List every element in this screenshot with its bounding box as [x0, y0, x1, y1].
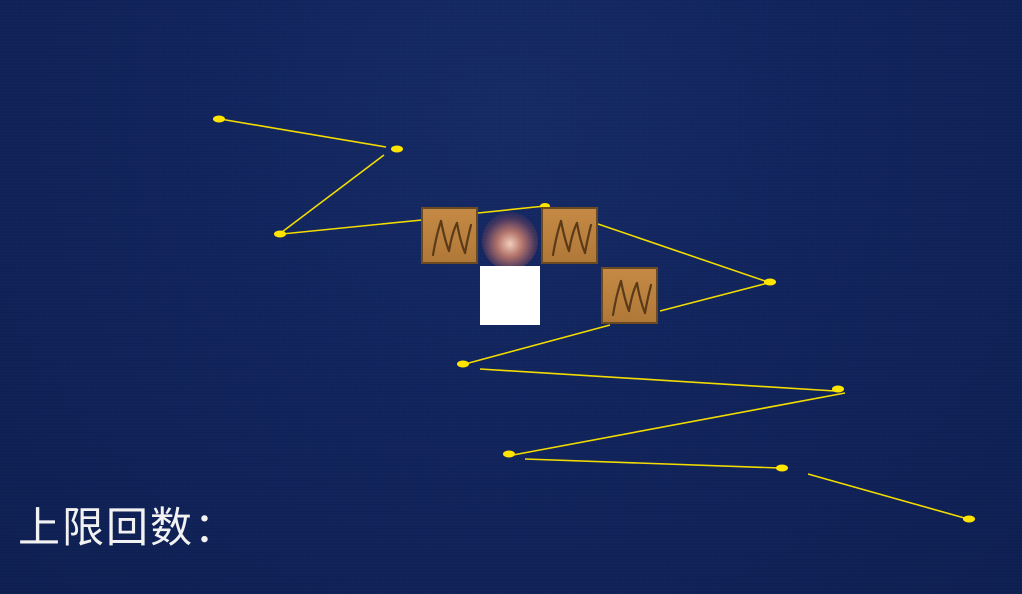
path-node-icon [213, 115, 225, 123]
wooden-crate-icon [541, 207, 598, 264]
path-segment [477, 205, 546, 214]
wooden-crate-icon [421, 207, 478, 264]
path-node-icon [457, 360, 469, 368]
player-glow-icon [482, 212, 538, 270]
path-node-icon [776, 464, 788, 472]
path-node-icon [963, 515, 975, 523]
path-segment [281, 219, 423, 235]
path-node-icon [503, 450, 515, 458]
path-segment [512, 392, 846, 456]
path-node-icon [391, 145, 403, 153]
limit-count-label: 上限回数： [18, 503, 239, 552]
path-node-icon [832, 385, 844, 393]
path-segment [659, 282, 769, 312]
path-node-icon [764, 278, 776, 286]
white-tile [480, 266, 540, 325]
path-segment [281, 154, 385, 233]
path-segment [597, 223, 769, 283]
path-node-icon [274, 230, 286, 238]
path-segment [464, 324, 611, 365]
path-segment [524, 458, 781, 469]
wooden-crate-icon [601, 267, 658, 324]
path-segment [219, 118, 387, 148]
path-segment [479, 368, 836, 392]
path-segment [807, 473, 969, 520]
